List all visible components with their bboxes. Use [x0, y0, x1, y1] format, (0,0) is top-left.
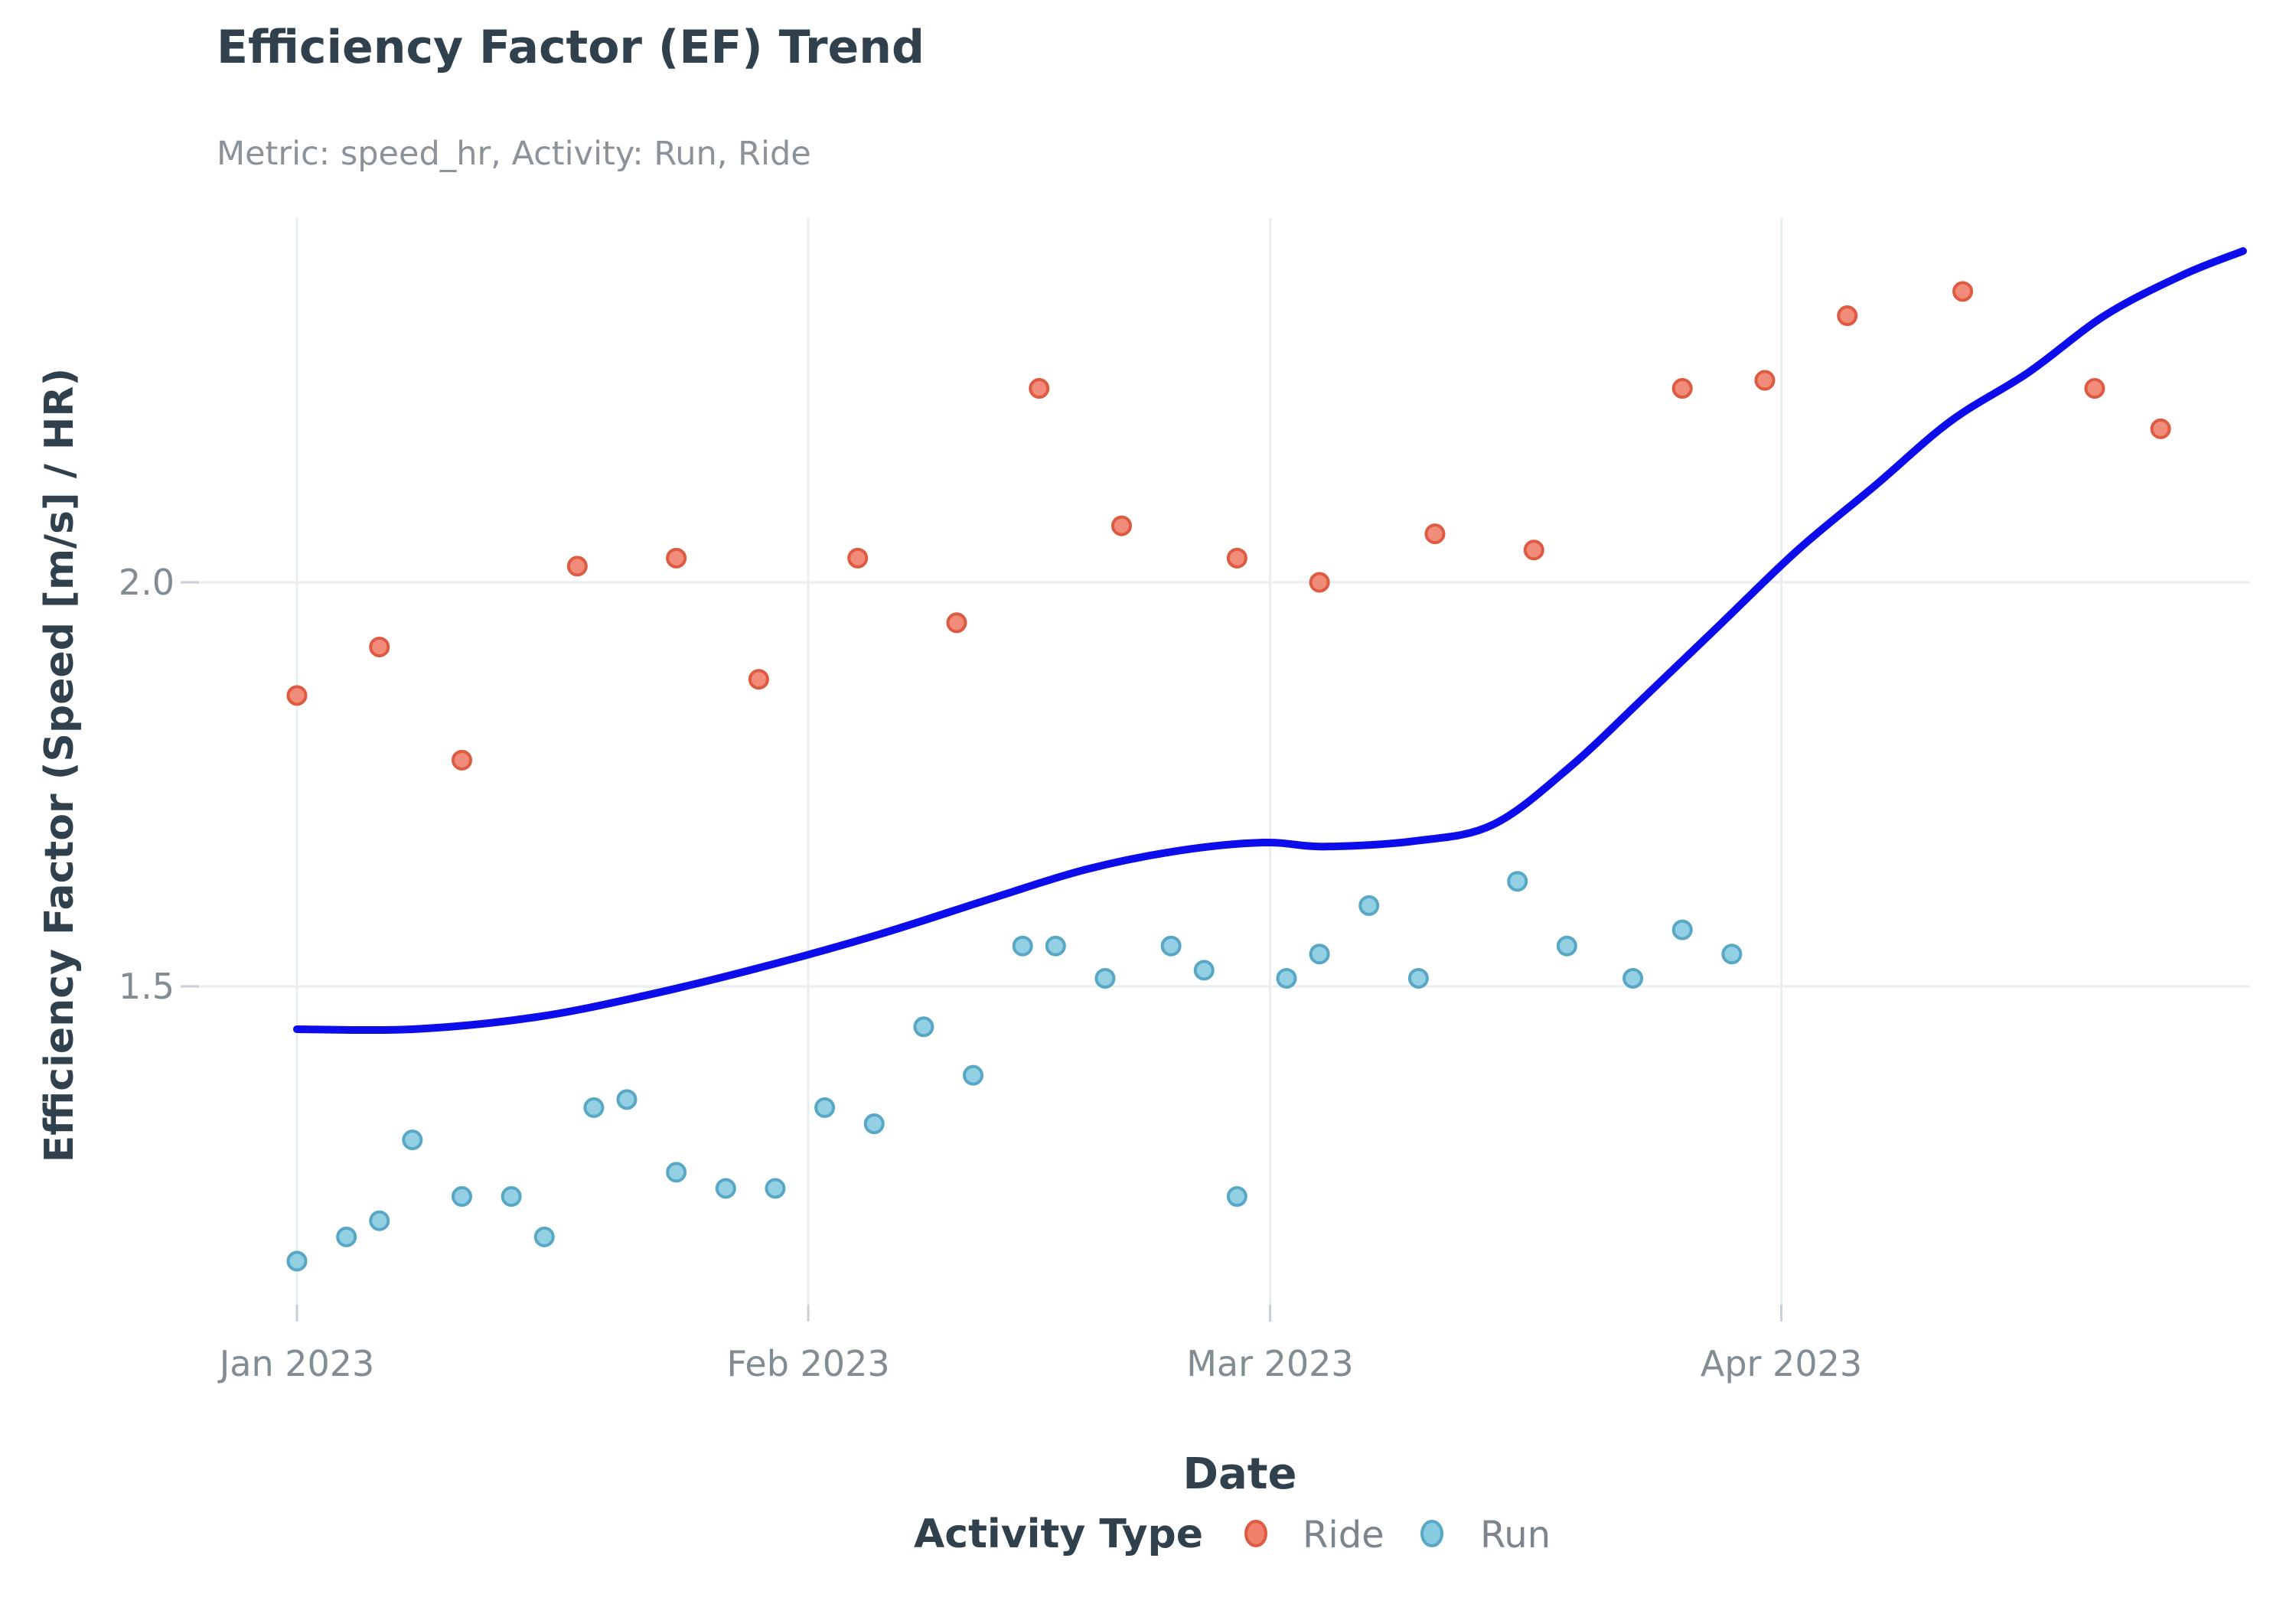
scatter-point-run	[501, 1186, 522, 1208]
scatter-point-run	[963, 1064, 984, 1086]
scatter-point-ride	[946, 612, 967, 634]
chart-subtitle: Metric: speed_hr, Activity: Run, Ride	[217, 135, 811, 173]
scatter-point-run	[583, 1097, 605, 1118]
x-tick-label: Feb 2023	[726, 1343, 889, 1384]
scatter-point-run	[913, 1016, 934, 1038]
scatter-point-run	[1507, 871, 1528, 892]
scatter-point-run	[286, 1250, 308, 1272]
x-tick-label: Mar 2023	[1186, 1343, 1353, 1384]
scatter-point-run	[402, 1129, 423, 1151]
scatter-point-run	[1226, 1186, 1247, 1208]
scatter-point-run	[1012, 935, 1033, 957]
scatter-point-ride	[286, 685, 308, 706]
scatter-point-ride	[566, 556, 588, 577]
scatter-point-run	[533, 1226, 555, 1247]
scatter-point-ride	[1837, 305, 1858, 327]
scatter-point-ride	[847, 547, 869, 569]
scatter-point-run	[1276, 967, 1297, 989]
scatter-point-run	[616, 1089, 638, 1110]
scatter-point-run	[336, 1226, 357, 1247]
scatter-point-run	[1556, 935, 1577, 957]
scatter-point-run	[452, 1186, 472, 1208]
chart-title: Efficiency Factor (EF) Trend	[217, 21, 925, 74]
scatter-point-ride	[1952, 281, 1974, 302]
legend: Activity Type Ride Run	[914, 1511, 1551, 1557]
y-tick-label: 2.0	[119, 562, 174, 603]
y-tick-label: 1.5	[119, 966, 174, 1007]
legend-ride-label: Ride	[1303, 1514, 1384, 1556]
legend-ride-marker-icon	[1244, 1520, 1267, 1547]
scatter-point-run	[1094, 967, 1116, 989]
scatter-point-ride	[1754, 370, 1776, 391]
scatter-point-run	[369, 1210, 390, 1231]
x-axis-title: Date	[1182, 1449, 1296, 1499]
scatter-point-ride	[1523, 539, 1544, 561]
legend-run-label: Run	[1480, 1514, 1551, 1556]
x-tick-label: Jan 2023	[217, 1343, 375, 1384]
scatter-point-run	[1671, 919, 1693, 940]
scatter-point-ride	[748, 669, 769, 690]
scatter-point-run	[715, 1178, 736, 1199]
series-run	[286, 871, 1743, 1272]
series-ride	[286, 281, 2171, 771]
scatter-point-run	[1358, 895, 1380, 916]
scatter-point-run	[1407, 967, 1429, 989]
scatter-point-ride	[369, 636, 390, 657]
scatter-point-ride	[1029, 378, 1050, 399]
scatter-point-run	[1623, 967, 1644, 989]
scatter-point-ride	[2150, 418, 2171, 439]
scatter-point-ride	[1111, 515, 1132, 536]
scatter-point-run	[1193, 960, 1215, 981]
scatter-point-run	[1309, 944, 1330, 965]
scatter-point-run	[666, 1162, 687, 1183]
scatter-point-ride	[452, 749, 472, 771]
scatter-point-ride	[1424, 523, 1446, 545]
loess-trend-line	[293, 247, 2247, 1035]
legend-title: Activity Type	[914, 1511, 1203, 1557]
scatter-point-run	[765, 1178, 786, 1199]
scatter-point-ride	[1226, 547, 1247, 569]
scatter-point-ride	[1309, 572, 1330, 593]
scatter-point-run	[1160, 935, 1182, 957]
scatter-point-ride	[666, 547, 687, 569]
scatter-point-run	[814, 1097, 836, 1118]
scatter-point-ride	[1671, 378, 1693, 399]
scatter-point-run	[1721, 944, 1743, 965]
scatter-point-run	[1045, 935, 1066, 957]
scatter-point-run	[863, 1113, 885, 1135]
y-axis-title: Efficiency Factor (Speed [m/s] / HR)	[37, 368, 83, 1162]
scatter-point-ride	[2084, 378, 2105, 399]
x-tick-label: Apr 2023	[1701, 1343, 1862, 1384]
legend-run-marker-icon	[1420, 1520, 1443, 1547]
